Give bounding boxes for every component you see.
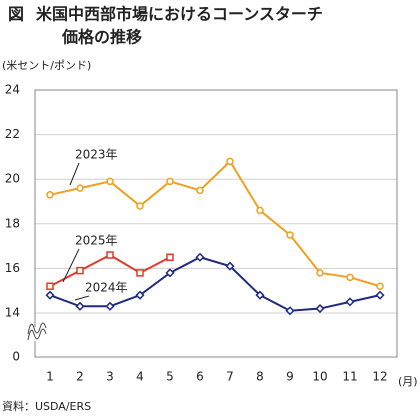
series-line (49, 159, 381, 288)
x-unit: (月) (398, 375, 418, 388)
point (136, 269, 144, 277)
point (285, 306, 295, 316)
point (315, 303, 325, 314)
plot-frame (34, 89, 398, 358)
point (136, 202, 144, 210)
point (286, 231, 294, 239)
x-tick-label: 7 (226, 370, 234, 384)
label-leader (74, 295, 90, 301)
series-label: 2025年 (75, 234, 118, 248)
point (256, 206, 264, 215)
chart-title: 米国中西部市場におけるコーンスターチ (36, 5, 323, 24)
y-tick-label: 20 (5, 172, 20, 186)
point (195, 252, 205, 262)
x-tick-label: 9 (286, 370, 294, 384)
point (46, 282, 54, 290)
point (345, 297, 355, 307)
source: 資料：USDA/ERS (2, 399, 91, 413)
label-leader (69, 162, 80, 186)
series-line (49, 256, 381, 312)
x-tick-label: 3 (106, 370, 114, 384)
y-tick-label: 22 (5, 127, 20, 141)
x-tick-label: 11 (342, 370, 357, 384)
y-tick-label: 24 (5, 83, 20, 97)
y-tick-label: 0 (12, 350, 20, 364)
point (135, 290, 145, 300)
x-tick-label: 2 (76, 370, 84, 384)
label-leader (62, 248, 80, 283)
point (46, 191, 54, 199)
x-tick-label: 1 (46, 370, 54, 384)
point (375, 290, 385, 300)
point (196, 186, 204, 195)
series-label: 2023年 (75, 148, 118, 162)
x-tick-label: 8 (256, 370, 264, 384)
point (166, 253, 174, 261)
y-tick-label: 14 (5, 306, 20, 320)
point (376, 282, 384, 290)
axis-break (27, 322, 47, 341)
point (166, 177, 174, 186)
point (255, 290, 265, 300)
point (226, 157, 234, 166)
series-label: 2024年 (85, 281, 128, 295)
point (165, 268, 175, 278)
x-tick-label: 12 (372, 370, 387, 384)
point (75, 301, 85, 311)
point (316, 269, 324, 277)
point (106, 251, 114, 259)
y-tick-label: 18 (5, 216, 20, 230)
point (76, 184, 84, 192)
point (106, 177, 114, 186)
x-tick-label: 10 (312, 370, 327, 384)
x-tick-label: 6 (196, 370, 204, 384)
point (225, 261, 235, 271)
x-tick-label: 4 (136, 370, 144, 384)
point (346, 273, 354, 282)
point (45, 290, 55, 300)
figure-label: 図 (8, 5, 24, 24)
y-tick-label: 16 (5, 261, 20, 275)
point (105, 301, 115, 311)
chart-title: 価格の推移 (61, 28, 142, 47)
x-tick-label: 5 (166, 370, 174, 384)
point (76, 266, 84, 275)
y-unit: (米セント/ポンド) (2, 59, 91, 72)
